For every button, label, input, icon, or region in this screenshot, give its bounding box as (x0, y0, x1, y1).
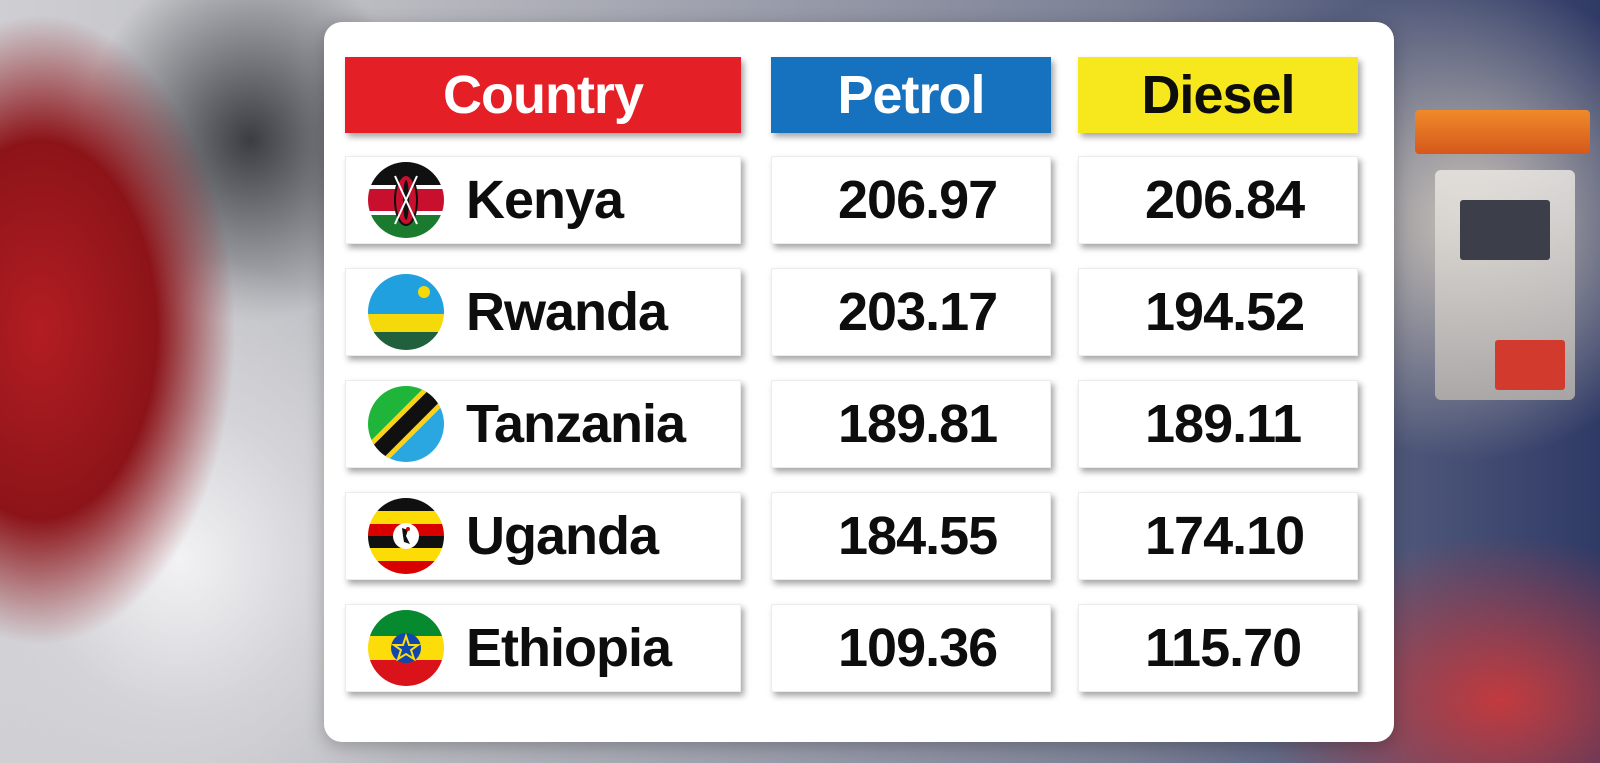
petrol-price: 189.81 (771, 380, 1051, 468)
fuel-pump-stripe (1495, 340, 1565, 390)
header-country: Country (345, 57, 741, 133)
fuel-pump-display (1460, 200, 1550, 260)
country-name: Rwanda (466, 282, 668, 342)
uganda-flag-icon (368, 498, 444, 574)
country-name: Ethiopia (466, 618, 672, 678)
ethiopia-flag-icon (368, 610, 444, 686)
diesel-price: 194.52 (1078, 268, 1358, 356)
kenya-flag-icon (368, 162, 444, 238)
country-name: Uganda (466, 506, 659, 566)
country-name: Tanzania (466, 394, 686, 454)
tanzania-flag-icon (368, 386, 444, 462)
diesel-price: 189.11 (1078, 380, 1358, 468)
table-row: Kenya (345, 156, 741, 244)
petrol-price: 184.55 (771, 492, 1051, 580)
country-name: Kenya (466, 170, 624, 230)
petrol-price: 206.97 (771, 156, 1051, 244)
petrol-price: 109.36 (771, 604, 1051, 692)
diesel-price: 115.70 (1078, 604, 1358, 692)
diesel-price: 174.10 (1078, 492, 1358, 580)
rwanda-flag-icon (368, 274, 444, 350)
table-row: Rwanda (345, 268, 741, 356)
fuel-price-table: Country Petrol Diesel Kenya 206.97 206. (324, 22, 1394, 742)
table-row: Tanzania (345, 380, 741, 468)
header-diesel: Diesel (1078, 57, 1358, 133)
diesel-price: 206.84 (1078, 156, 1358, 244)
table-row: Uganda (345, 492, 741, 580)
table-row: Ethiopia (345, 604, 741, 692)
fuel-station-canopy (1415, 110, 1590, 154)
petrol-price: 203.17 (771, 268, 1051, 356)
header-petrol: Petrol (771, 57, 1051, 133)
